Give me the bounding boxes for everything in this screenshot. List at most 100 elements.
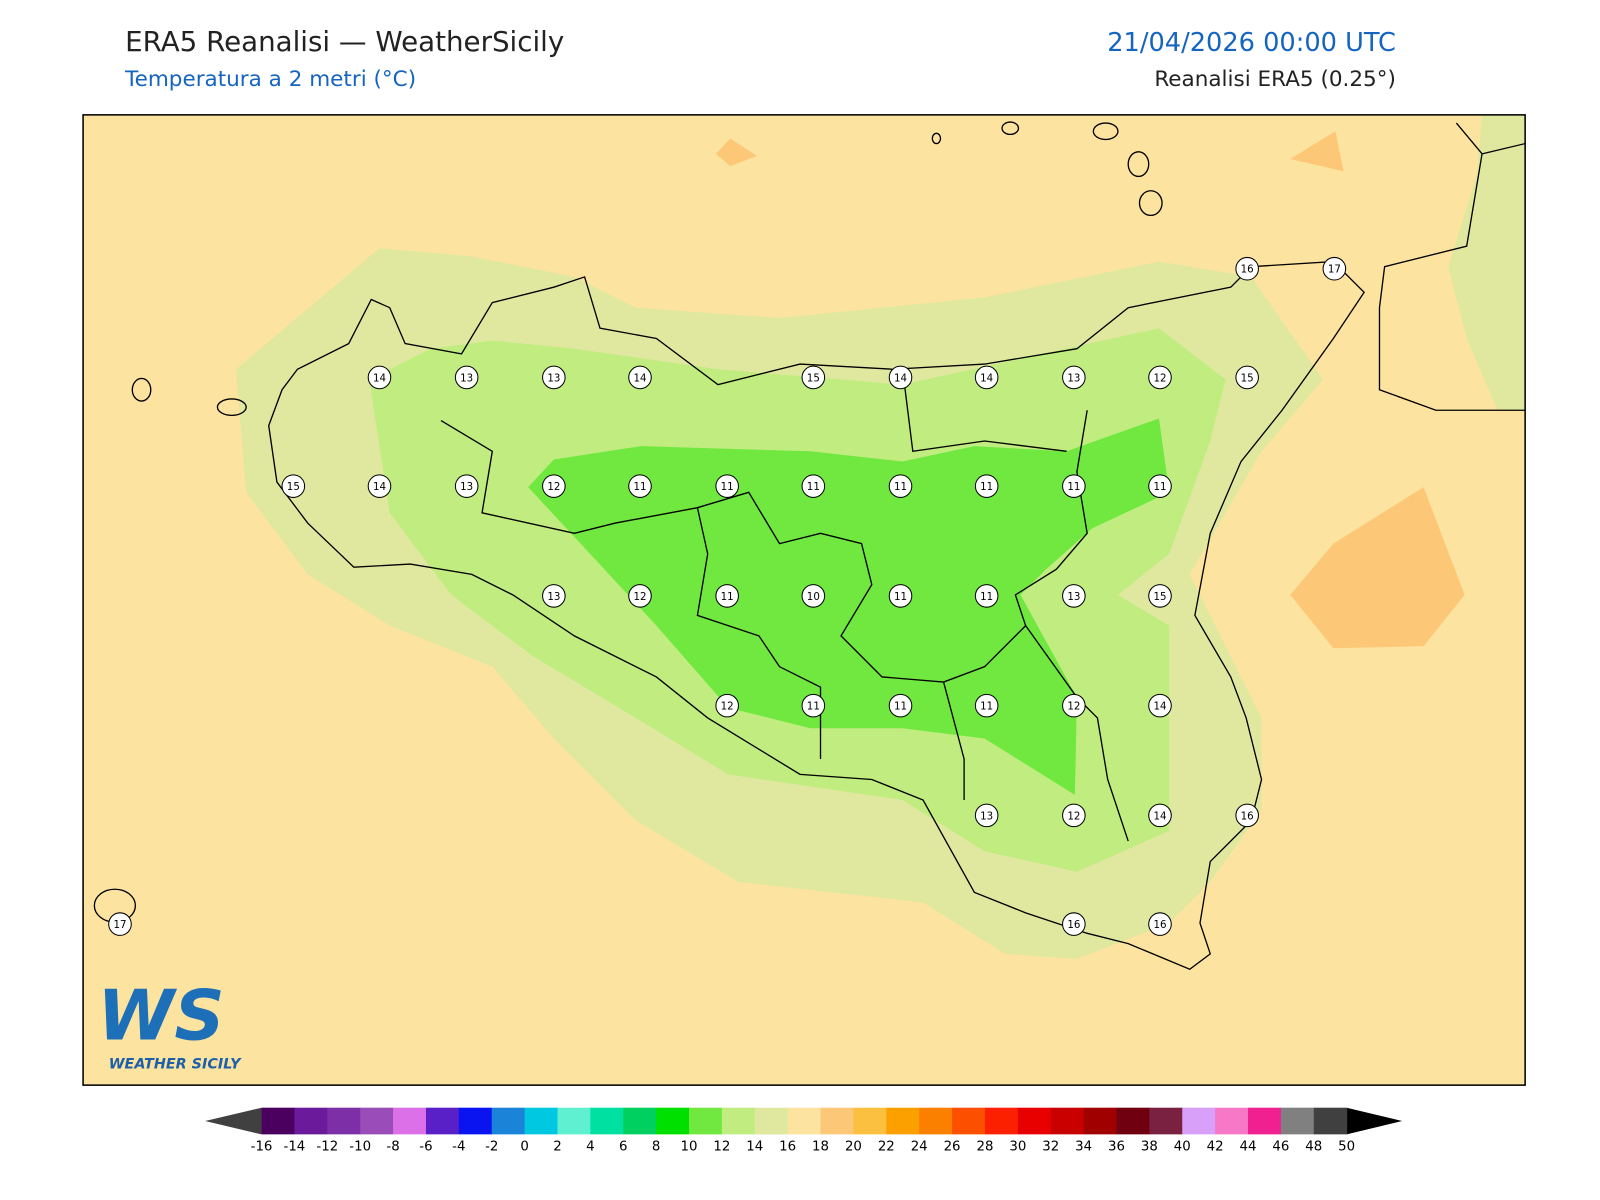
station-value: 14: [1153, 810, 1166, 822]
station-value: 11: [807, 481, 820, 493]
source: Reanalisi ERA5 (0.25°): [1154, 67, 1396, 92]
station-value: 14: [980, 372, 993, 384]
station-value: 12: [721, 701, 734, 713]
colorbar-cell: [820, 1107, 854, 1135]
station-marker: [367, 474, 392, 498]
station: 16: [1235, 256, 1259, 281]
colorbar-tick-label: 4: [586, 1140, 594, 1155]
station: 13: [542, 584, 566, 608]
colorbar-tick-label: 50: [1338, 1140, 1355, 1155]
colorbar-cell: [919, 1107, 953, 1135]
colorbar-cell: [491, 1107, 526, 1135]
station-marker: [974, 584, 999, 608]
colorbar-cell: [1280, 1107, 1315, 1135]
colorbar-tick-label: 26: [944, 1140, 961, 1155]
station: 16: [1235, 803, 1259, 828]
station: 11: [715, 584, 739, 608]
station-marker: [1148, 365, 1172, 390]
station: 13: [1062, 584, 1086, 608]
colorbar-cell: [1248, 1107, 1282, 1135]
station: 12: [1062, 803, 1086, 828]
station-marker: [801, 693, 826, 718]
station-value: 14: [373, 481, 386, 493]
subtitle: Temperatura a 2 metri (°C): [124, 67, 416, 92]
station-marker: [1235, 256, 1259, 281]
contour-calabria: [1448, 114, 1526, 411]
station-marker: [108, 912, 132, 936]
station-marker: [1148, 584, 1172, 608]
colorbar-cell: [754, 1107, 789, 1135]
station-value: 17: [1328, 264, 1341, 276]
colorbar-tick-label: -16: [251, 1140, 273, 1155]
station-marker: [1148, 912, 1172, 936]
station-marker: [542, 584, 566, 608]
colorbar-tick-label: 14: [746, 1140, 763, 1155]
station: 12: [628, 584, 652, 608]
station-marker: [542, 474, 566, 498]
station: 11: [974, 474, 999, 498]
station: 12: [542, 474, 566, 498]
station: 11: [715, 474, 739, 498]
station-marker: [281, 474, 306, 498]
colorbar-cell: [623, 1107, 657, 1135]
station-marker: [888, 365, 913, 390]
station: 14: [1148, 803, 1172, 828]
colorbar-cell: [1050, 1107, 1085, 1135]
station-value: 11: [1153, 481, 1166, 493]
station-value: 12: [547, 481, 560, 493]
station-marker: [715, 584, 739, 608]
station-value: 11: [894, 481, 907, 493]
contour-18-20: [1290, 131, 1344, 172]
station-value: 12: [1067, 701, 1080, 713]
title: ERA5 Reanalisi — WeatherSicily: [125, 25, 564, 58]
station-value: 11: [633, 481, 646, 493]
station-value: 10: [807, 591, 820, 603]
colorbar-cell: [1313, 1107, 1348, 1135]
colorbar-cell: [984, 1107, 1019, 1135]
station: 16: [1062, 912, 1086, 936]
station: 14: [888, 365, 913, 390]
colorbar-tick-label: 30: [1009, 1140, 1026, 1155]
station-marker: [628, 584, 652, 608]
colorbar-cell: [952, 1107, 986, 1135]
station: 14: [1148, 693, 1172, 718]
colorbar-tick-label: 38: [1141, 1140, 1158, 1155]
coastline-calabria: [1378, 122, 1526, 411]
station-marker: [1148, 474, 1172, 498]
station-value: 11: [980, 591, 993, 603]
colorbar-tick-label: 28: [976, 1140, 993, 1155]
colorbar-cell: [1182, 1107, 1216, 1135]
colorbar-tick-label: 36: [1108, 1140, 1125, 1155]
station-marker: [974, 365, 999, 390]
colorbar-cell: [1116, 1107, 1150, 1135]
station-value: 12: [633, 591, 646, 603]
colorbar-cell: [886, 1107, 920, 1135]
station-value: 16: [1153, 919, 1166, 931]
station: 13: [1062, 365, 1086, 390]
colorbar-cell: [425, 1107, 460, 1135]
station-marker: [888, 693, 913, 718]
map-area: 16 17 14 13 13 14 15 14 14 13 12 15 15 14 13 12 11 11 11 11…: [82, 114, 1526, 1086]
station-marker: [1322, 256, 1347, 281]
station-value: 11: [721, 481, 734, 493]
station-marker: [542, 365, 566, 390]
colorbar-tick-label: 40: [1174, 1140, 1191, 1155]
colorbar-cell: [1215, 1107, 1249, 1135]
colorbar-tick-label: 16: [779, 1140, 796, 1155]
colorbar-tick-label: 46: [1272, 1140, 1289, 1155]
station-value: 13: [1067, 591, 1080, 603]
station: 16: [1148, 912, 1172, 936]
station-value: 15: [1153, 591, 1166, 603]
station: 14: [367, 365, 392, 390]
island: [1001, 121, 1020, 136]
colorbar-tick-label: -2: [485, 1140, 498, 1155]
colorbar-tick-label: -8: [386, 1140, 399, 1155]
station-value: 15: [807, 372, 820, 384]
colorbar-tick-label: 12: [713, 1140, 730, 1155]
colorbar-cell: [1083, 1107, 1118, 1135]
station-marker: [1148, 803, 1172, 828]
station-marker: [974, 474, 999, 498]
station: 17: [1322, 256, 1347, 281]
station: 11: [1148, 474, 1172, 498]
station: 13: [454, 365, 479, 390]
